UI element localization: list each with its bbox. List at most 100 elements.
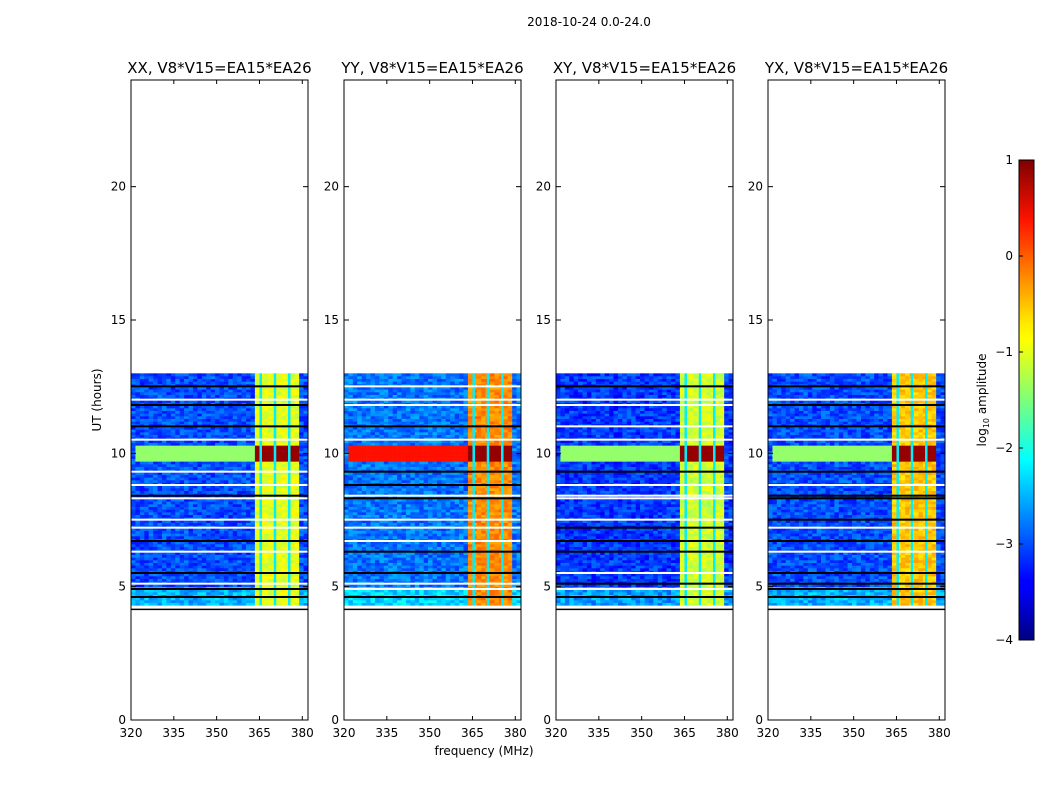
heatmap-cell bbox=[223, 554, 229, 558]
heatmap-cell bbox=[432, 533, 438, 537]
heatmap-cell bbox=[290, 552, 296, 555]
heatmap-cell bbox=[290, 474, 296, 478]
heatmap-cell bbox=[303, 514, 309, 518]
heatmap-cell bbox=[357, 541, 362, 545]
heatmap-cell bbox=[179, 394, 185, 398]
heatmap-cell bbox=[219, 386, 225, 390]
heatmap-cell bbox=[423, 589, 429, 593]
heatmap-cell bbox=[166, 520, 172, 523]
heatmap-cell bbox=[219, 421, 225, 425]
heatmap-cell bbox=[201, 421, 207, 425]
heatmap-cell bbox=[241, 560, 247, 563]
heatmap-cell bbox=[192, 506, 198, 510]
heatmap-cell bbox=[423, 520, 429, 523]
heatmap-cell bbox=[157, 573, 163, 577]
heatmap-cell bbox=[397, 589, 402, 593]
heatmap-cell bbox=[401, 520, 407, 523]
heatmap-cell bbox=[135, 429, 141, 433]
heatmap-cell bbox=[254, 461, 260, 465]
heatmap-cell bbox=[170, 418, 176, 422]
heatmap-cell bbox=[290, 418, 296, 422]
heatmap-cell bbox=[516, 576, 522, 579]
heatmap-cell bbox=[246, 498, 251, 502]
heatmap-cell bbox=[481, 528, 486, 531]
heatmap-cell bbox=[414, 578, 420, 582]
heatmap-cell bbox=[206, 466, 211, 470]
heatmap-cell bbox=[148, 405, 154, 409]
heatmap-cell bbox=[139, 461, 145, 465]
heatmap-cell bbox=[206, 418, 211, 422]
heatmap-cell bbox=[277, 413, 282, 417]
heatmap-cell bbox=[188, 520, 194, 523]
heatmap-cell bbox=[184, 541, 189, 545]
heatmap-cell bbox=[148, 536, 154, 539]
heatmap-cell bbox=[144, 413, 149, 417]
heatmap-cell bbox=[366, 597, 371, 601]
heatmap-cell bbox=[494, 536, 500, 539]
heatmap-cell bbox=[215, 408, 220, 411]
heatmap-cell bbox=[206, 506, 211, 510]
heatmap-cell bbox=[175, 533, 180, 537]
heatmap-cell bbox=[445, 554, 451, 558]
heatmap-cell bbox=[263, 477, 269, 481]
heatmap-cell bbox=[237, 490, 242, 494]
heatmap-cell bbox=[254, 472, 260, 475]
heatmap-cell bbox=[405, 541, 411, 545]
heatmap-cell bbox=[463, 546, 469, 550]
heatmap-cell bbox=[263, 434, 269, 438]
heatmap-cell bbox=[414, 528, 420, 531]
heatmap-cell bbox=[197, 458, 203, 462]
heatmap-cell bbox=[392, 546, 398, 550]
heatmap-cell bbox=[383, 562, 389, 566]
heatmap-cell bbox=[170, 485, 176, 489]
heatmap-cell bbox=[215, 597, 220, 601]
heatmap-cell bbox=[294, 557, 300, 561]
heatmap-cell bbox=[490, 565, 495, 569]
heatmap-cell bbox=[188, 554, 194, 558]
heatmap-cell bbox=[206, 434, 211, 438]
heatmap-cell bbox=[201, 386, 207, 390]
heatmap-cell bbox=[254, 512, 260, 515]
heatmap-cell bbox=[184, 530, 189, 534]
heatmap-cell bbox=[503, 514, 509, 518]
heatmap-cell bbox=[223, 445, 229, 449]
heatmap-cell bbox=[184, 381, 189, 385]
heatmap-cell bbox=[281, 466, 287, 470]
heatmap-cell bbox=[241, 445, 247, 449]
heatmap-cell bbox=[144, 560, 149, 563]
heatmap-cell bbox=[148, 578, 154, 582]
heatmap-cell bbox=[131, 410, 136, 414]
heatmap-cell bbox=[135, 461, 141, 465]
heatmap-cell bbox=[170, 488, 176, 491]
heatmap-cell bbox=[303, 554, 309, 558]
heatmap-cell bbox=[201, 477, 207, 481]
heatmap-cell bbox=[450, 533, 455, 537]
heatmap-cell bbox=[188, 600, 194, 603]
heatmap-cell bbox=[139, 410, 145, 414]
heatmap-cell bbox=[219, 562, 225, 566]
heatmap-cell bbox=[423, 578, 429, 582]
heatmap-cell bbox=[201, 536, 207, 539]
heatmap-cell bbox=[423, 506, 429, 510]
heatmap-cell bbox=[170, 533, 176, 537]
heatmap-cell bbox=[157, 592, 163, 595]
heatmap-cell bbox=[405, 600, 411, 603]
heatmap-cell bbox=[135, 568, 141, 571]
heatmap-cell bbox=[268, 602, 273, 606]
heatmap-cell bbox=[436, 554, 442, 558]
heatmap-cell bbox=[352, 509, 358, 513]
heatmap-cell bbox=[153, 512, 158, 515]
heatmap-cell bbox=[476, 573, 482, 577]
heatmap-cell bbox=[210, 578, 216, 582]
heatmap-cell bbox=[228, 448, 234, 451]
heatmap-cell bbox=[294, 405, 300, 409]
heatmap-cell bbox=[210, 490, 216, 494]
heatmap-cell bbox=[423, 530, 429, 534]
heatmap-cell bbox=[250, 565, 256, 569]
heatmap-cell bbox=[445, 560, 451, 563]
heatmap-cell bbox=[357, 546, 362, 550]
heatmap-cell bbox=[241, 592, 247, 595]
heatmap-cell bbox=[441, 562, 447, 566]
heatmap-cell bbox=[228, 373, 234, 377]
heatmap-cell bbox=[131, 544, 136, 547]
